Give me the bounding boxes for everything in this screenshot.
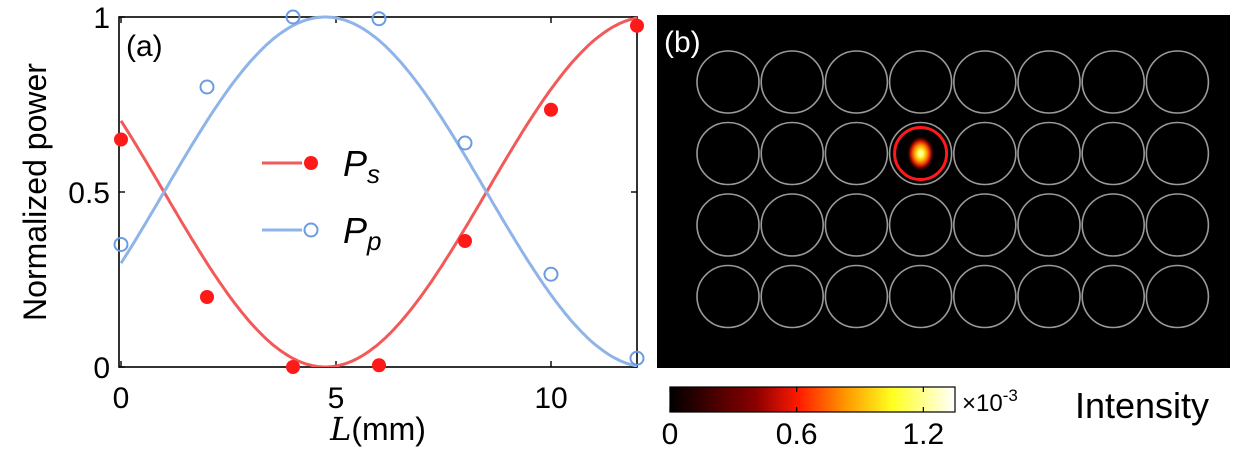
data-point-ps — [372, 358, 386, 373]
data-point-pp — [199, 79, 215, 95]
colorbar-tick-label: 1.2 — [902, 418, 944, 451]
panel-label-a: (a) — [126, 30, 163, 63]
axis-ticks: 0 5 10 0 0.5 1 — [68, 2, 637, 415]
panel-b-intensity-map: (b) 0 0.6 1.2 ×10-3 Intensity — [657, 15, 1230, 451]
x-axis-label: L(mm) — [329, 410, 426, 448]
x-tick-label: 10 — [534, 382, 567, 415]
data-point-pp — [285, 9, 301, 25]
x-tick-label: 5 — [328, 382, 345, 415]
panel-label-b: (b) — [664, 26, 701, 59]
waveguide-circle — [1145, 193, 1210, 257]
x-tick-label: 0 — [113, 382, 130, 415]
waveguide-circle — [696, 264, 760, 329]
fit-curve-pp — [119, 15, 638, 367]
intensity-spot — [906, 135, 935, 172]
waveguide-circle — [760, 50, 825, 114]
waveguide-circle — [952, 50, 1017, 114]
waveguide-circle — [1081, 121, 1145, 186]
waveguide-circle — [952, 121, 1017, 186]
waveguide-circle — [824, 193, 889, 257]
waveguide-grid — [696, 50, 1210, 329]
y-tick-label: 1 — [93, 2, 110, 35]
colorbar-tick-label: 0.6 — [776, 418, 818, 451]
plot-frame — [118, 16, 638, 368]
waveguide-circle — [760, 193, 825, 257]
waveguide-circle — [696, 121, 760, 186]
y-tick-label: 0.5 — [68, 177, 110, 210]
waveguide-circle — [696, 50, 760, 114]
legend-label-pp: Pp — [343, 210, 381, 256]
legend: Ps Pp — [262, 143, 381, 256]
colorbar-multiplier: ×10-3 — [962, 386, 1018, 417]
waveguide-circle — [888, 193, 953, 257]
data-point-ps — [544, 102, 558, 117]
waveguide-circle — [1017, 121, 1081, 186]
waveguide-circle — [1081, 50, 1145, 114]
data-markers — [113, 9, 645, 374]
data-point-pp — [457, 135, 473, 151]
y-tick-label: 0 — [93, 352, 110, 385]
waveguide-circle — [824, 264, 889, 329]
waveguide-circle — [1145, 264, 1210, 329]
data-point-ps — [458, 234, 472, 248]
waveguide-circle — [888, 121, 953, 186]
data-point-pp — [371, 11, 387, 27]
waveguide-circle — [824, 121, 889, 186]
legend-label-ps: Ps — [343, 143, 380, 189]
waveguide-circle — [888, 50, 953, 114]
waveguide-circle — [1017, 193, 1081, 257]
data-point-ps — [630, 18, 644, 33]
intensity-map-background — [657, 15, 1230, 368]
waveguide-circle — [1017, 264, 1081, 329]
fit-curves — [119, 15, 638, 367]
waveguide-circle — [1081, 193, 1145, 257]
data-point-ps — [286, 360, 300, 374]
waveguide-circle — [1145, 121, 1210, 186]
colorbar-label: Intensity — [1075, 385, 1209, 426]
waveguide-circle — [1145, 50, 1210, 114]
waveguide-circle — [696, 193, 760, 257]
colorbar-tick-label: 0 — [662, 418, 679, 451]
data-point-pp — [113, 237, 129, 252]
waveguide-circle — [888, 264, 953, 329]
data-point-pp — [629, 350, 645, 366]
waveguide-circle — [760, 121, 825, 186]
highlighted-waveguide — [893, 126, 949, 181]
y-axis-label: Normalized power — [17, 63, 53, 321]
waveguide-circle — [1017, 50, 1081, 114]
waveguide-circle — [760, 264, 825, 329]
legend-marker-pp — [303, 222, 319, 238]
panel-a-line-chart: 0 5 10 0 0.5 1 (a) Ps Pp Normalized power L(m… — [17, 2, 645, 448]
waveguide-circle — [824, 50, 889, 114]
legend-marker-ps — [304, 156, 318, 170]
waveguide-circle — [952, 193, 1017, 257]
data-point-ps — [200, 290, 214, 304]
data-point-ps — [114, 132, 128, 147]
data-point-pp — [543, 266, 559, 282]
fit-curve-ps — [119, 16, 638, 367]
waveguide-circle — [1081, 264, 1145, 329]
colorbar — [669, 386, 956, 413]
colorbar-ticks: 0 0.6 1.2 — [662, 387, 944, 451]
waveguide-circle — [952, 264, 1017, 329]
